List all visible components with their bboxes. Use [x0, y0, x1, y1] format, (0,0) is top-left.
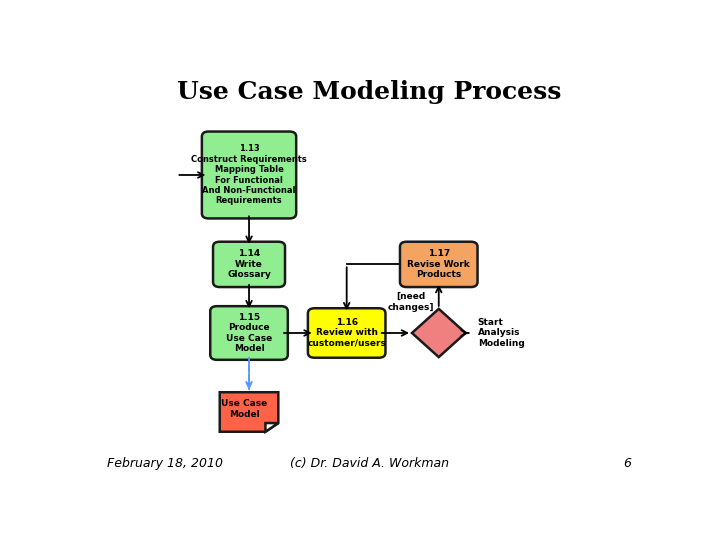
Text: 1.14
Write
Glossary: 1.14 Write Glossary	[227, 249, 271, 279]
Text: 1.13
Construct Requirements
Mapping Table
For Functional
And Non-Functional
Requ: 1.13 Construct Requirements Mapping Tabl…	[191, 145, 307, 206]
Text: [need
changes]: [need changes]	[387, 292, 434, 312]
FancyBboxPatch shape	[308, 308, 385, 357]
Polygon shape	[220, 392, 279, 432]
FancyBboxPatch shape	[213, 242, 285, 287]
FancyBboxPatch shape	[210, 306, 288, 360]
Text: Start
Analysis
Modeling: Start Analysis Modeling	[478, 318, 525, 348]
Text: 1.16
Review with
customer/users: 1.16 Review with customer/users	[307, 318, 386, 348]
Polygon shape	[266, 423, 279, 432]
Text: (c) Dr. David A. Workman: (c) Dr. David A. Workman	[289, 457, 449, 470]
Text: 1.15
Produce
Use Case
Model: 1.15 Produce Use Case Model	[226, 313, 272, 353]
Text: 6: 6	[624, 457, 631, 470]
FancyBboxPatch shape	[400, 242, 477, 287]
Text: 1.17
Revise Work
Products: 1.17 Revise Work Products	[408, 249, 470, 279]
FancyBboxPatch shape	[202, 132, 296, 219]
Polygon shape	[412, 309, 466, 357]
Text: February 18, 2010: February 18, 2010	[107, 457, 222, 470]
Text: Use Case Modeling Process: Use Case Modeling Process	[177, 80, 561, 104]
Text: Use Case
Model: Use Case Model	[221, 399, 267, 418]
